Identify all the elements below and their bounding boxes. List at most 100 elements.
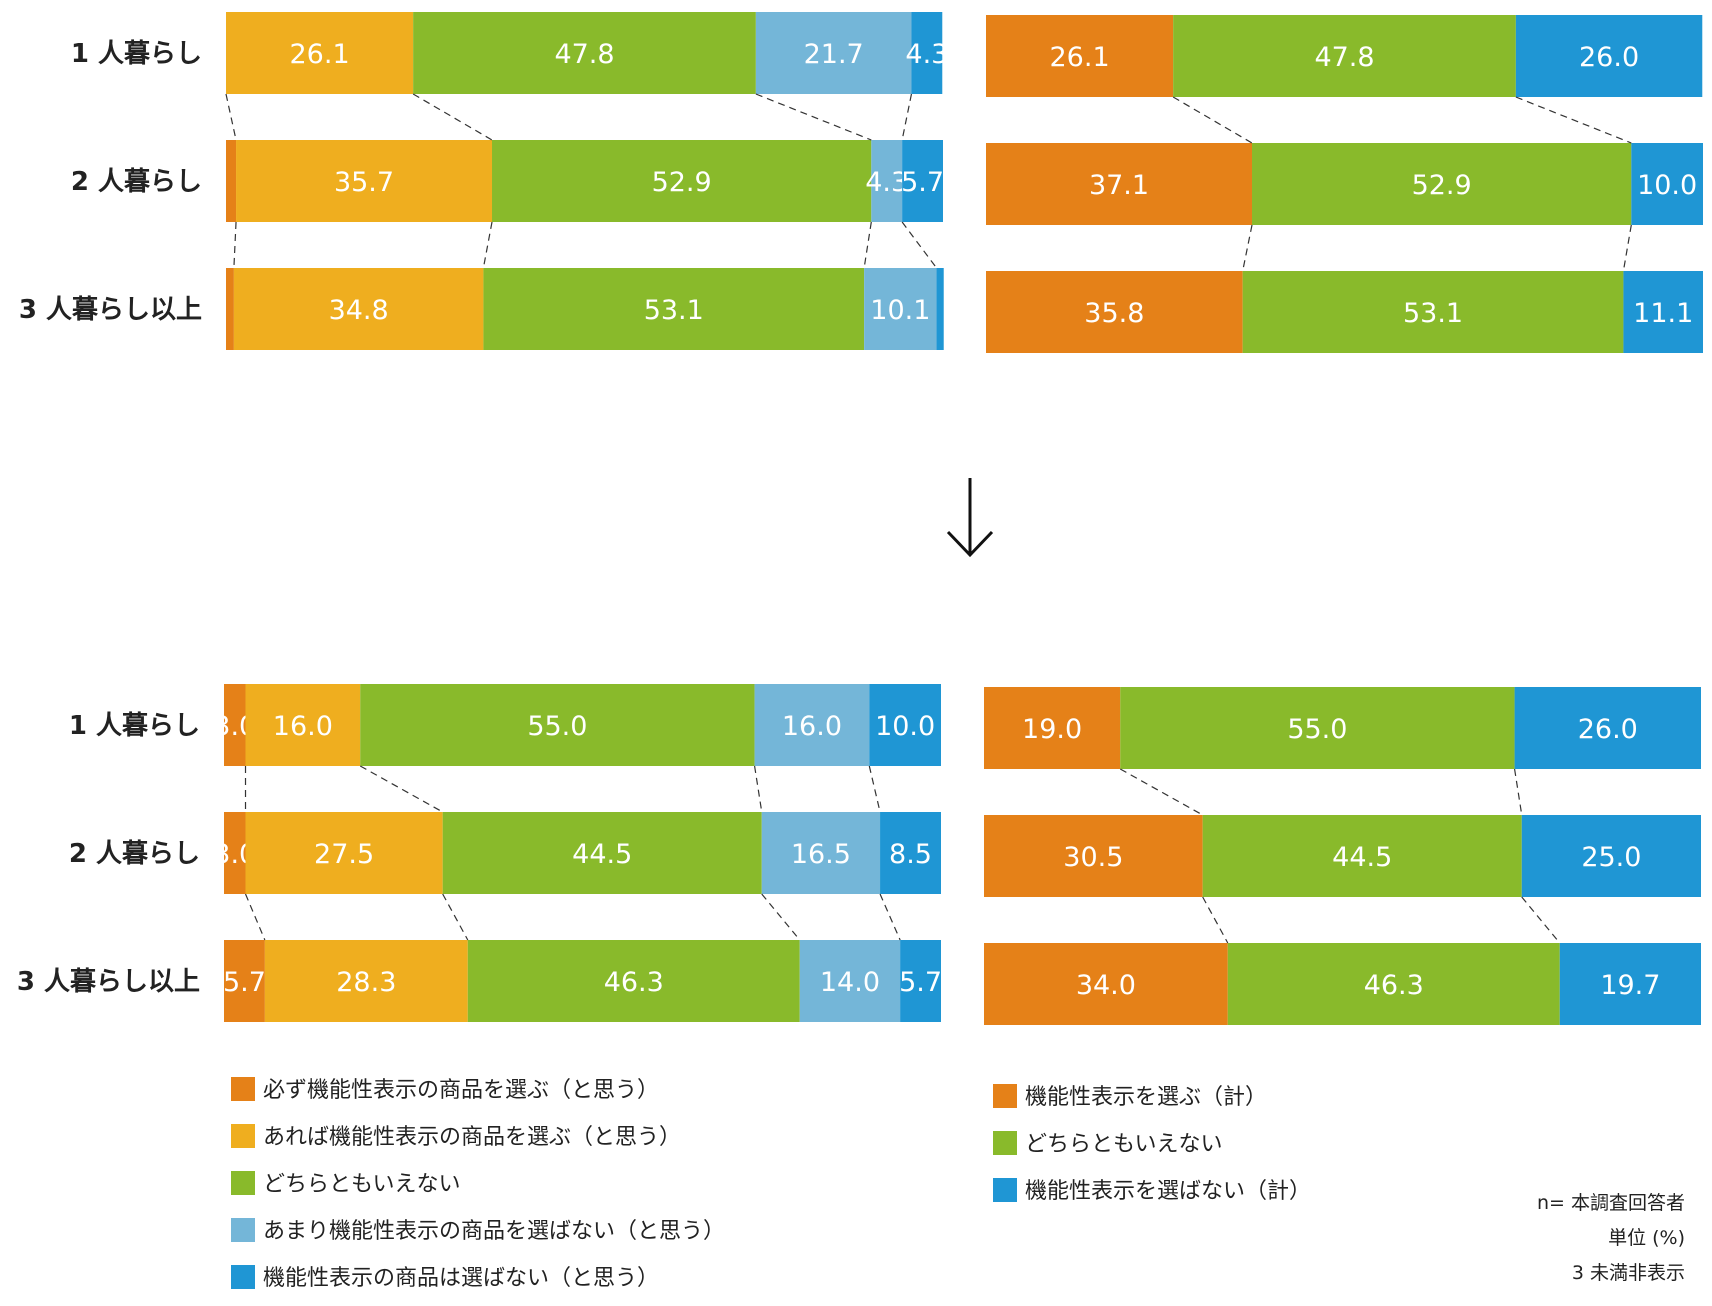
bar-segment-never xyxy=(1521,815,1701,897)
data-label: 44.5 xyxy=(572,839,632,870)
bar-segment-notmuch xyxy=(871,140,903,222)
bar-segment-never xyxy=(1631,143,1703,225)
data-label: 35.7 xyxy=(334,167,394,198)
data-label: 5.7 xyxy=(901,167,944,198)
legend-swatch-must xyxy=(231,1077,255,1101)
connector-line xyxy=(901,221,938,269)
bar-segment-must xyxy=(986,271,1243,353)
data-label: 53.1 xyxy=(1403,298,1463,329)
connector-line xyxy=(868,765,881,813)
bar-segment-neutral xyxy=(1173,15,1516,97)
data-label: 5.7 xyxy=(223,967,266,998)
bar-segment-neutral xyxy=(442,812,762,894)
bar-panel-3: 1 人暮らし 3.0 16.0 55.0 16.0 10.02 人暮らし 3.0 27.5 44… xyxy=(17,684,942,1022)
bar-segment-must xyxy=(986,143,1253,225)
connector-line xyxy=(482,221,493,269)
data-label: 21.7 xyxy=(804,39,864,70)
data-label: 53.1 xyxy=(644,295,704,326)
connector-line xyxy=(1521,896,1561,944)
data-label: 4.3 xyxy=(905,39,948,70)
bar-segment-notmuch xyxy=(761,812,881,894)
connector-line xyxy=(244,893,266,941)
connector-line xyxy=(901,93,913,141)
bar-segment-notmuch xyxy=(755,12,912,94)
data-label: 52.9 xyxy=(652,167,712,198)
data-label: 10.1 xyxy=(870,295,930,326)
bar-segment-neutral xyxy=(1252,143,1632,225)
legend-swatch-neutral xyxy=(231,1171,255,1195)
connector-line xyxy=(1515,96,1632,144)
bar-segment-ifavailable xyxy=(264,940,468,1022)
bar-segment-must xyxy=(226,268,234,350)
bar-segment-ifavailable xyxy=(226,12,414,94)
bar-segment-must xyxy=(984,815,1203,897)
legend-swatch-never xyxy=(231,1265,255,1289)
note-text: n= 本調査回答者 xyxy=(1537,1192,1685,1214)
data-label: 26.0 xyxy=(1578,714,1638,745)
data-label: 10.0 xyxy=(1637,170,1697,201)
bar-segment-never xyxy=(900,940,941,1022)
connector-line xyxy=(755,93,872,141)
connector-line xyxy=(233,221,237,269)
bar-segment-must xyxy=(226,140,237,222)
bar-segment-notmuch xyxy=(864,268,937,350)
data-label: 55.0 xyxy=(1287,714,1347,745)
legend-label: 機能性表示を選ばない（計） xyxy=(1025,1179,1311,1204)
bar-segment-never xyxy=(880,812,941,894)
bar-segment-neutral xyxy=(1202,815,1522,897)
data-label: 44.5 xyxy=(1332,842,1392,873)
row-label: 3 人暮らし以上 xyxy=(19,295,202,325)
bar-segment-never xyxy=(1515,15,1703,97)
data-label: 34.0 xyxy=(1076,970,1136,1001)
connector-line xyxy=(1202,896,1229,944)
data-label: 26.0 xyxy=(1579,42,1639,73)
bar-segment-never xyxy=(869,684,941,766)
legend-swatch-ifavailable xyxy=(231,1124,255,1148)
bar-segment-neutral xyxy=(413,12,756,94)
legend-label: あれば機能性表示の商品を選ぶ（と思う） xyxy=(263,1125,681,1150)
legend-swatch-must xyxy=(993,1084,1017,1108)
legend-label: どちらともいえない xyxy=(263,1172,461,1197)
row-label: 3 人暮らし以上 xyxy=(17,967,200,997)
data-label: 46.3 xyxy=(1364,970,1424,1001)
down-arrow-icon xyxy=(946,478,994,558)
bar-segment-neutral xyxy=(492,140,872,222)
legend-swatch-notmuch xyxy=(231,1218,255,1242)
bar-segment-ifavailable xyxy=(245,684,361,766)
data-label: 47.8 xyxy=(1314,42,1374,73)
bar-segment-neutral xyxy=(1242,271,1624,353)
legend-label: あまり機能性表示の商品を選ばない（と思う） xyxy=(263,1219,725,1244)
bar-segment-must xyxy=(984,687,1121,769)
connector-line xyxy=(1513,768,1523,816)
data-label: 30.5 xyxy=(1063,842,1123,873)
connector-line xyxy=(863,221,872,269)
bar-segment-never xyxy=(902,140,943,222)
bar-segment-never xyxy=(1559,943,1701,1025)
data-label: 11.1 xyxy=(1633,298,1693,329)
bar-segment-neutral xyxy=(483,268,865,350)
connector-line xyxy=(879,893,901,941)
data-label: 28.3 xyxy=(336,967,396,998)
legend-swatch-never xyxy=(993,1178,1017,1202)
data-label: 37.1 xyxy=(1089,170,1149,201)
legend-label: 機能性表示の商品は選ばない（と思う） xyxy=(263,1266,659,1291)
legend-detailed: 必ず機能性表示の商品を選ぶ（と思う） あれば機能性表示の商品を選ぶ（と思う） どちら… xyxy=(231,1077,725,1291)
bar-segment-never xyxy=(1514,687,1701,769)
bar-segment-never xyxy=(911,12,943,94)
connector-line xyxy=(761,893,801,941)
data-label: 26.1 xyxy=(290,39,350,70)
legend-swatch-neutral xyxy=(993,1131,1017,1155)
row-label: 1 人暮らし xyxy=(71,39,202,69)
data-label: 5.7 xyxy=(899,967,942,998)
bar-segment-neutral xyxy=(467,940,800,1022)
bar-segment-ifavailable xyxy=(245,812,443,894)
bar-segment-must xyxy=(984,943,1228,1025)
bar-segment-ifavailable xyxy=(233,268,484,350)
connector-line xyxy=(753,765,763,813)
data-label: 47.8 xyxy=(554,39,614,70)
bar-segment-must xyxy=(224,684,246,766)
bar-panel-1: 1 人暮らし 26.1 47.8 21.7 4.32 人暮らし 35.7 52.9 4.35.… xyxy=(19,12,948,350)
connector-line xyxy=(412,93,493,141)
